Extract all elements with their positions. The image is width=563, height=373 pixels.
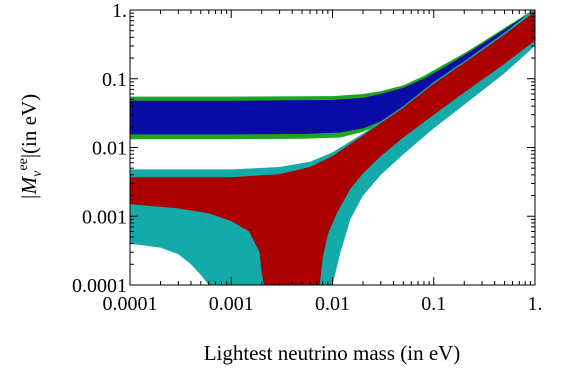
y-axis-title-pre: |M xyxy=(17,175,41,200)
y-tick-label: 0.001 xyxy=(82,206,127,228)
y-tick-label: 0.1 xyxy=(102,69,127,91)
y-tick-label: 1. xyxy=(112,0,127,22)
band-normal-inner xyxy=(130,11,535,285)
y-tick-label: 0.0001 xyxy=(72,275,127,297)
x-tick-label: 1. xyxy=(528,293,543,315)
axis-ticks xyxy=(129,9,536,286)
x-tick-label: 0.0001 xyxy=(103,293,158,315)
y-axis-title-post: |(in eV) xyxy=(17,94,41,158)
mass-bands xyxy=(130,10,535,285)
x-tick-label: 0.01 xyxy=(315,293,350,315)
y-tick-label: 0.01 xyxy=(92,138,127,160)
y-axis-title-sup: ee xyxy=(16,158,31,170)
y-axis-title-sub: ν xyxy=(30,170,45,177)
y-axis-title: |Mνee|(in eV) xyxy=(16,94,45,200)
x-tick-label: 0.001 xyxy=(209,293,254,315)
x-tick-label: 0.1 xyxy=(421,293,446,315)
x-axis-title: Lightest neutrino mass (in eV) xyxy=(204,341,461,365)
band-inverted-inner xyxy=(130,10,535,135)
axis-tick-labels: 0.0001 0.001 0.01 0.1 1. 0.0001 0.001 0.01 0.1 1. xyxy=(72,0,543,315)
